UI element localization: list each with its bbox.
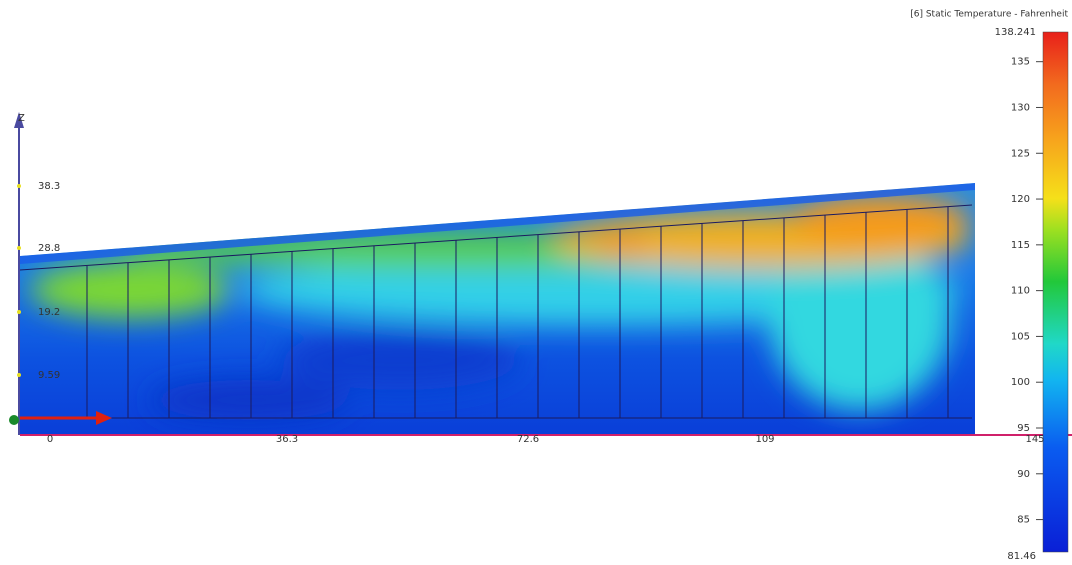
z-axis-name: Z	[18, 113, 25, 124]
x-tick-label: 109	[755, 434, 774, 445]
colorbar-tick-label: 120	[1011, 194, 1030, 205]
z-tick-label: 38.3	[38, 181, 60, 192]
z-tick	[17, 373, 21, 377]
x-tick-label: 0	[47, 434, 53, 445]
colorbar-tick-label: 95	[1017, 423, 1030, 434]
colorbar-tick-label: 135	[1011, 57, 1030, 68]
x-tick-label: 72.6	[517, 434, 539, 445]
colorbar-tick-label: 130	[1011, 102, 1030, 113]
screenshot: Z [6] Static Temperature - Fahrenheit 13…	[0, 0, 1072, 565]
origin	[9, 415, 19, 425]
colorbar-tick-label: 110	[1011, 286, 1030, 297]
colorbar-tick-label: 105	[1011, 331, 1030, 342]
z-tick-label: 28.8	[38, 243, 60, 254]
colorbar-tick-label: 100	[1011, 377, 1030, 388]
z-tick	[17, 310, 21, 314]
colorbar	[1043, 32, 1068, 552]
x-tick-label: 145	[1025, 434, 1044, 445]
colorbar-min: 81.46	[1007, 551, 1036, 562]
z-tick-label: 19.2	[38, 307, 60, 318]
x-tick-label: 36.3	[276, 434, 298, 445]
colorbar-title: [6] Static Temperature - Fahrenheit	[910, 10, 1068, 20]
z-tick	[17, 184, 21, 188]
temperature-field	[20, 180, 976, 436]
z-tick	[17, 246, 21, 250]
colorbar-max: 138.241	[995, 27, 1036, 38]
colorbar-tick-label: 90	[1017, 469, 1030, 480]
z-tick-label: 9.59	[38, 370, 60, 381]
colorbar-tick-label: 85	[1017, 515, 1030, 526]
colorbar-tick-label: 125	[1011, 148, 1030, 159]
colorbar-tick-label: 115	[1011, 240, 1030, 251]
